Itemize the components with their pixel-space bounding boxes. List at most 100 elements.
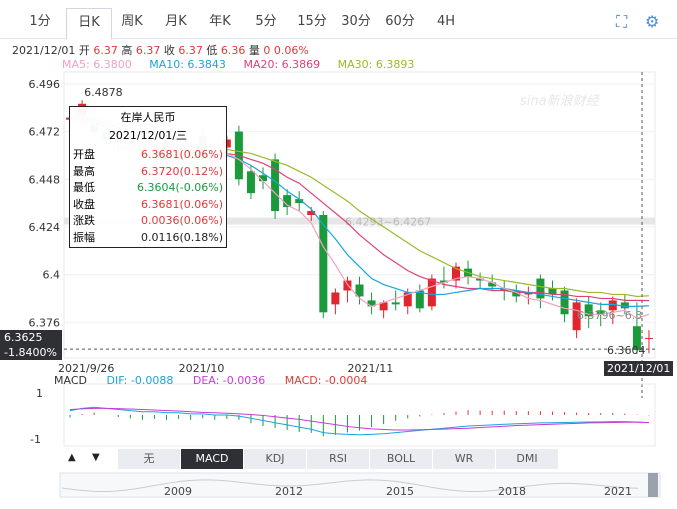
volume-label: 量 xyxy=(248,44,260,57)
indicator-tab-2[interactable]: KDJ xyxy=(244,449,307,469)
ma10-legend: MA10: 6.3843 xyxy=(149,58,226,71)
tooltip-key: 最低 xyxy=(73,181,95,194)
candle-body xyxy=(295,199,304,204)
candle-body xyxy=(403,292,412,307)
low-value: 6.36 xyxy=(220,44,246,57)
candle-body xyxy=(259,175,268,182)
candle-body xyxy=(246,171,255,194)
macd-value-legend: MACD: -0.0004 xyxy=(284,374,368,387)
ma20-legend: MA20: 6.3869 xyxy=(243,58,321,71)
y-tick-label: 6.424 xyxy=(29,221,61,234)
overview-year-label: 2012 xyxy=(275,485,303,498)
high-value: 6.37 xyxy=(135,44,161,57)
candle-body xyxy=(379,302,388,311)
open-label: 开 xyxy=(78,44,90,57)
dif-line xyxy=(69,406,649,436)
candle-body xyxy=(572,302,581,331)
candle-body xyxy=(331,292,340,305)
indicator-tab-5[interactable]: WR xyxy=(433,449,496,469)
candle-body xyxy=(608,300,617,311)
tooltip-row: 开盘 6.3681(0.06%) xyxy=(73,147,223,163)
tab-8[interactable]: 60分 xyxy=(385,14,415,29)
fullscreen-icon[interactable]: ⛶ xyxy=(616,12,628,31)
overview-frame xyxy=(59,472,661,498)
overview-year-label: 2009 xyxy=(164,485,192,498)
price-tag-price: 6.3625 xyxy=(4,331,43,344)
low-annotation: 6.3604 xyxy=(607,344,646,357)
gear-icon[interactable]: ⚙ xyxy=(645,12,660,31)
y-tick-label: 6.376 xyxy=(29,316,61,329)
tooltip-title: 在岸人民币 xyxy=(120,111,176,124)
overview-handle[interactable] xyxy=(648,473,658,497)
scroll-up-button[interactable]: ▲ xyxy=(68,452,76,463)
overview-year-label: 2015 xyxy=(386,485,414,498)
macd-frame xyxy=(63,383,656,447)
open-value: 6.37 xyxy=(93,44,118,57)
indicator-tab-3[interactable]: RSI xyxy=(307,449,370,469)
tooltip-value: 0.0116(0.18%) xyxy=(140,230,223,244)
dea-line xyxy=(70,407,649,431)
candle-body xyxy=(548,288,557,295)
tab-5[interactable]: 5分 xyxy=(255,14,277,29)
quote-info-line: 2021/12/01 开 6.37 高 6.37 收 6.37 低 6.36 量… xyxy=(12,42,309,58)
tab-4[interactable]: 年K xyxy=(209,14,231,29)
candle-body xyxy=(307,211,316,215)
band-label: 6.4293~6.4267 xyxy=(345,216,431,229)
tooltip-key: 涨跌 xyxy=(73,214,95,227)
indicator-tab-1[interactable]: MACD xyxy=(181,449,244,469)
tab-9[interactable]: 4H xyxy=(436,14,456,29)
tab-7[interactable]: 30分 xyxy=(341,14,371,29)
candle-body xyxy=(644,337,653,339)
tooltip-date: 2021/12/01/三 xyxy=(108,129,188,142)
candle-body xyxy=(343,280,352,291)
crosshair-tooltip: 在岸人民币 2021/12/01/三 开盘 6.3681(0.06%) 最高 6.37… xyxy=(69,106,227,248)
watermark: sina新浪财经 xyxy=(520,93,601,109)
y-tick-label: 6.4 xyxy=(43,269,61,282)
tooltip-row: 最高 6.3720(0.12%) xyxy=(73,164,223,180)
tooltip-value: 6.3681(0.06%) xyxy=(140,197,223,211)
tooltip-value: 6.3604(-0.06%) xyxy=(137,181,223,194)
y-tick-label: 6.496 xyxy=(29,78,61,91)
info-date: 2021/12/01 xyxy=(12,44,76,57)
x-tick-label: 2021/9/26 xyxy=(58,362,114,375)
tab-2[interactable]: 周K xyxy=(121,14,143,29)
tooltip-value: 6.3681(0.06%) xyxy=(140,148,223,161)
tooltip-key: 振幅 xyxy=(73,230,95,244)
change-value: 0.06% xyxy=(273,44,309,57)
macd-legend: MACD DIF: -0.0088 DEA: -0.0036 MACD: -0.… xyxy=(54,374,383,387)
indicator-tab-4[interactable]: BOLL xyxy=(370,449,433,469)
tooltip-value: 0.0036(0.06%) xyxy=(140,214,223,227)
macd-label: MACD xyxy=(54,374,87,387)
tab-3[interactable]: 月K xyxy=(165,14,187,29)
tab-1[interactable]: 日K xyxy=(66,8,112,40)
plot-frame xyxy=(63,71,656,359)
candle-body xyxy=(283,195,292,208)
tooltip-row: 最低 6.3604(-0.06%) xyxy=(73,180,223,196)
close-label: 收 xyxy=(163,44,175,57)
indicator-tab-0[interactable]: 无 xyxy=(118,449,181,469)
candle-body xyxy=(451,266,460,281)
scroll-down-button[interactable]: ▼ xyxy=(92,452,100,463)
candle-body xyxy=(536,278,545,299)
tooltip-value: 6.3720(0.12%) xyxy=(140,164,223,178)
macd-tick-label: -1 xyxy=(30,433,41,446)
overview-line xyxy=(61,479,639,492)
candle-body xyxy=(439,280,448,283)
tooltip-row: 收盘 6.3681(0.06%) xyxy=(73,197,223,213)
candle-body xyxy=(596,310,605,315)
candle-body xyxy=(476,278,485,281)
tab-6[interactable]: 15分 xyxy=(297,14,327,29)
indicator-tab-6[interactable]: DMI xyxy=(496,449,559,469)
macd-tick-label: 1 xyxy=(36,387,43,400)
ma30-legend: MA30: 6.3893 xyxy=(337,58,415,71)
period-tabs: 1分 日K 周K 月K 年K 5分 15分 30分 60分 4H xyxy=(0,0,677,40)
candle-body xyxy=(367,300,376,307)
tab-0[interactable]: 1分 xyxy=(29,14,51,29)
candle-body xyxy=(632,326,641,351)
candle-body xyxy=(415,290,424,309)
candle-body xyxy=(620,302,629,309)
dea-legend: DEA: -0.0036 xyxy=(192,374,266,387)
y-tick-label: 6.472 xyxy=(29,126,61,139)
x-tick-label: 2021/10 xyxy=(179,362,225,375)
